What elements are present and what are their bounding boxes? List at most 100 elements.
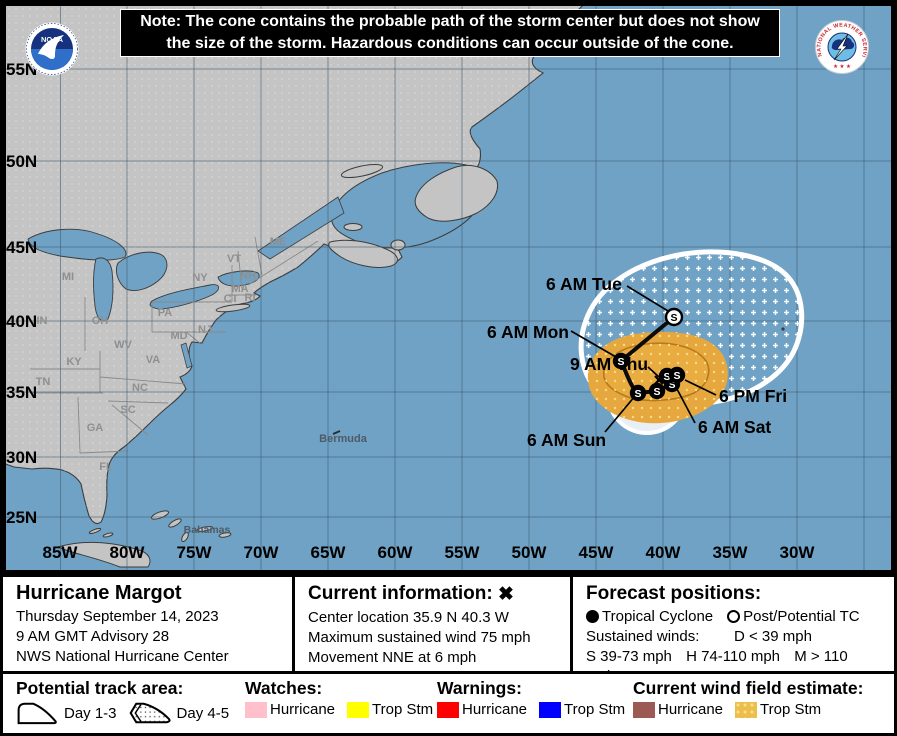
current-position-marker: ✖ [498,584,514,605]
bahamas-label: Bahamas [184,524,231,536]
movement: Movement NNE at 6 mph [308,649,477,666]
note-line1: Note: The cone contains the probable pat… [140,13,760,30]
svg-text:IN: IN [37,315,48,327]
svg-text:WV: WV [114,339,132,351]
svg-text:S: S [617,356,624,368]
storm-agency: NWS National Hurricane Center [16,648,229,665]
svg-text:NH: NH [240,270,256,282]
svg-text:FL: FL [99,461,113,473]
svg-text:RI: RI [245,292,256,304]
svg-text:GA: GA [87,422,104,434]
max-sustained-wind: Maximum sustained wind 75 mph [308,629,531,646]
windfield-tropstm-label: Trop Stm [760,701,822,718]
lake-erie [149,284,219,310]
post-potential-key: Post/Potential TC [727,607,860,627]
svg-text:PA: PA [158,307,173,319]
lake-huron [115,251,168,292]
tropical-cyclone-key: Tropical Cyclone [586,607,713,627]
bahamas-island [196,526,214,532]
windfield-hurricane-swatch [633,701,655,718]
svg-text:S: S [668,379,675,391]
bahamas-island [181,531,189,543]
legend-bar: Potential track area: Day 1-3 Day 4-5 Wa… [3,671,894,733]
svg-text:55W: 55W [445,543,481,562]
noaa-logo: NOAA [25,22,79,76]
cape-breton [390,239,406,251]
warnings-heading: Warnings: [437,678,522,698]
bahamas-island [218,532,232,538]
cone-day4-5-icon [129,702,171,724]
label-6am-sun: 6 AM Sun [527,430,606,450]
watches-heading: Watches: [245,678,323,698]
florida-keys [102,532,114,538]
svg-text:MA: MA [231,283,248,295]
state-labels: ME VT NH MA CT RI NY PA NJ MD OH MI IN W… [36,236,287,473]
warning-tropstm-label: Trop Stm [564,701,626,718]
windfield-hurricane-label: Hurricane [658,701,724,718]
svg-text:50W: 50W [512,543,548,562]
bahamas-island [168,518,182,528]
nws-logo: NATIONAL WEATHER SERVICE ★ ★ ★ [815,20,869,74]
label-6pm-fri: 6 PM Fri [719,386,787,406]
watch-tropstm-swatch [347,701,370,718]
warning-hurricane-label: Hurricane [462,701,528,718]
storm-title: Hurricane Margot [16,582,182,604]
open-circle-icon [727,610,741,623]
map-frame [3,3,894,573]
storm-info-panel: Hurricane Margot Thursday September 14, … [3,577,295,671]
label-9am-thu: 9 AM Thu [570,354,648,374]
svg-text:ME: ME [270,236,287,248]
florida-keys [88,528,102,534]
forecast-position-dots: S S S S S S S [612,307,686,402]
chesapeake-bay [180,342,193,369]
svg-text:OH: OH [92,315,109,327]
lake-michigan [93,257,114,322]
day4-5-label: Day 4-5 [176,704,230,722]
svg-text:S: S [670,312,677,324]
svg-text:S: S [653,386,660,398]
svg-text:30N: 30N [6,448,37,467]
svg-text:55N: 55N [6,60,37,79]
state-borders [30,236,319,454]
center-location: Center location 35.9 N 40.3 W [308,609,509,626]
svg-text:MD: MD [170,330,187,342]
svg-text:35W: 35W [713,543,749,562]
warnings-legend: Warnings: Hurricane Trop Stm [437,679,633,730]
svg-text:KY: KY [66,356,82,368]
svg-text:40N: 40N [6,312,37,331]
storm-advisory: 9 AM GMT Advisory 28 [16,628,170,645]
svg-text:45W: 45W [579,543,615,562]
prince-edward-island [343,223,363,231]
st-lawrence-river [257,196,345,260]
svg-text:30W: 30W [780,543,816,562]
label-6am-mon: 6 AM Mon [487,322,569,342]
svg-text:40W: 40W [646,543,682,562]
filled-circle-icon [586,610,599,623]
long-island [215,303,251,313]
forecast-map: ME VT NH MA CT RI NY PA NJ MD OH MI IN W… [3,3,894,573]
cone-note-banner: Note: The cone contains the probable pat… [120,9,780,57]
svg-text:★ ★ ★: ★ ★ ★ [833,63,851,70]
svg-text:85W: 85W [43,543,79,562]
svg-text:S: S [663,371,670,383]
label-6am-sat: 6 AM Sat [698,417,771,437]
water-features [27,162,485,369]
bermuda-island [332,430,341,435]
sustained-winds-label: Sustained winds: [586,628,700,645]
svg-text:NJ: NJ [198,324,212,336]
svg-text:50N: 50N [6,152,37,171]
wind-field-heading: Current wind field estimate: [633,678,864,698]
anticosti-island [340,163,384,179]
day1-3-label: Day 1-3 [64,704,117,722]
longitude-labels: 85W 80W 75W 70W 65W 60W 55W 50W 45W 40W … [43,543,816,562]
wind-range-h: H 74-110 mph [686,648,781,665]
grid-lines [3,3,894,573]
wind-field-legend: Current wind field estimate: Hurricane T… [633,679,886,730]
svg-text:60W: 60W [378,543,414,562]
storm-date: Thursday September 14, 2023 [16,608,219,625]
svg-text:NOAA: NOAA [41,35,64,44]
svg-text:25N: 25N [6,508,37,527]
svg-text:SC: SC [120,404,135,416]
svg-text:VA: VA [146,354,161,366]
